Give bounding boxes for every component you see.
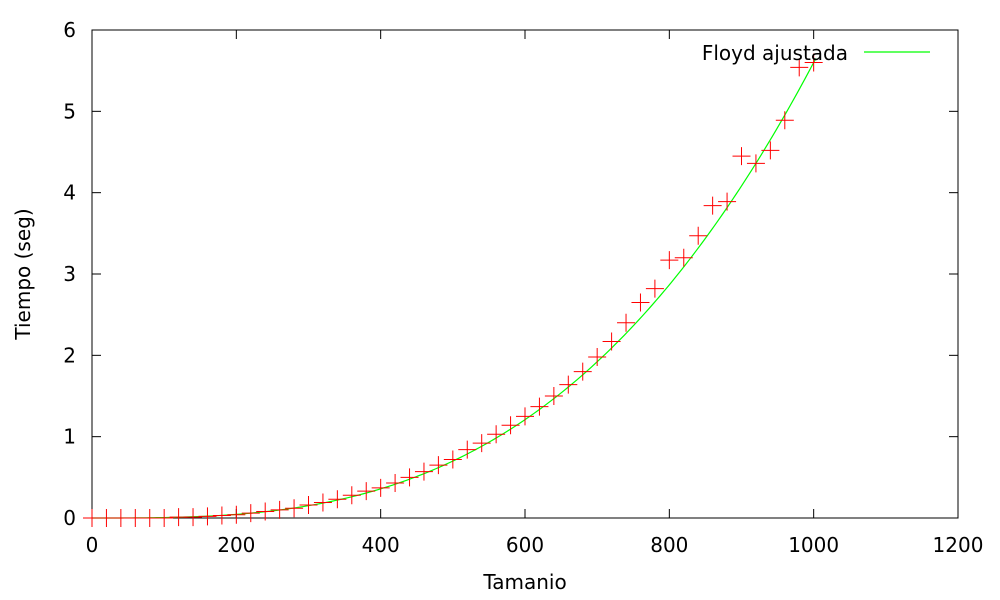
x-tick-label: 400	[362, 533, 400, 557]
y-tick-label: 0	[63, 506, 76, 530]
x-tick-label: 200	[217, 533, 255, 557]
x-tick-label: 600	[506, 533, 544, 557]
fit-layer	[92, 58, 817, 519]
data-point	[544, 387, 563, 405]
x-tick-label: 0	[86, 533, 99, 557]
data-point	[487, 425, 506, 444]
data-point	[429, 456, 448, 475]
data-point	[732, 147, 751, 166]
data-point	[313, 493, 332, 512]
data-point	[299, 495, 318, 514]
data-point	[530, 397, 549, 416]
y-tick-label: 6	[63, 18, 76, 42]
x-tick-label: 800	[650, 533, 688, 557]
data-point	[775, 111, 794, 130]
x-tick-label: 1200	[933, 533, 984, 557]
y-tick-label: 2	[63, 343, 76, 367]
data-point	[472, 434, 491, 453]
data-point	[386, 474, 405, 493]
data-point	[256, 502, 275, 521]
data-point	[689, 226, 708, 245]
axis-tick-labels: 0 200 400 600 800 1000 1200 0 1 2 3 4 5 6	[63, 18, 983, 557]
data-point	[227, 505, 246, 524]
data-point	[501, 416, 520, 435]
data-point	[458, 440, 477, 459]
y-axis-title: Tiempo (seg)	[11, 208, 35, 340]
data-point	[285, 499, 304, 518]
data-point	[559, 375, 578, 394]
data-point	[443, 450, 462, 469]
data-point	[588, 347, 607, 366]
plot-frame	[91, 29, 959, 519]
data-point	[184, 508, 203, 527]
y-tick-label: 4	[63, 181, 76, 205]
data-point	[573, 362, 592, 381]
data-point	[212, 506, 231, 525]
fit-line-floyd-ajustada	[92, 58, 817, 519]
data-point	[357, 482, 376, 501]
data-point	[761, 141, 780, 160]
y-tick-label: 1	[63, 425, 76, 449]
data-point	[602, 332, 621, 351]
data-point	[270, 500, 289, 519]
data-point	[617, 313, 636, 332]
data-point	[342, 486, 361, 505]
points-layer	[83, 53, 823, 527]
data-point	[328, 490, 347, 509]
data-point	[400, 468, 419, 487]
data-point	[804, 53, 823, 72]
data-point	[371, 478, 390, 497]
data-point	[703, 196, 722, 215]
data-point	[746, 154, 765, 173]
data-point	[660, 251, 679, 270]
data-point	[516, 407, 534, 426]
data-point	[198, 507, 217, 526]
y-tick-label: 5	[63, 99, 76, 123]
data-point	[674, 248, 693, 267]
data-point	[241, 504, 260, 523]
x-tick-label: 1000	[788, 533, 839, 557]
data-point	[155, 509, 174, 527]
legend-label-floyd-ajustada: Floyd ajustada	[702, 41, 848, 65]
legend: Floyd ajustada	[702, 41, 930, 65]
data-point	[414, 462, 433, 481]
data-point	[631, 293, 650, 312]
axis-ticks	[91, 29, 959, 519]
data-point	[645, 279, 664, 298]
x-axis-title: Tamanio	[482, 570, 566, 594]
y-tick-label: 3	[63, 262, 76, 286]
data-point	[718, 192, 737, 211]
data-point	[790, 58, 809, 77]
